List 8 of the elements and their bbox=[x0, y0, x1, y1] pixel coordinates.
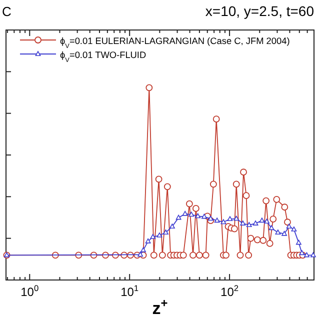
chart-title: x=10, y=2.5, t=60 bbox=[205, 3, 314, 19]
x-tick-label: 10$^{2}$ bbox=[220, 283, 239, 299]
legend-label: ϕ$_{V}$=0.01 EULERIAN-LAGRANGIAN (Case C, JFM 2004) bbox=[60, 36, 290, 50]
x-tick-label: 10$^{1}$ bbox=[120, 283, 139, 299]
legend-label: ϕ$_{V}$=0.01 TWO-FLUID bbox=[60, 50, 146, 64]
x-axis-title: z$^{+}$ bbox=[152, 296, 168, 318]
text: C bbox=[2, 4, 12, 19]
x-tick-label: 10$^{0}$ bbox=[20, 283, 39, 299]
